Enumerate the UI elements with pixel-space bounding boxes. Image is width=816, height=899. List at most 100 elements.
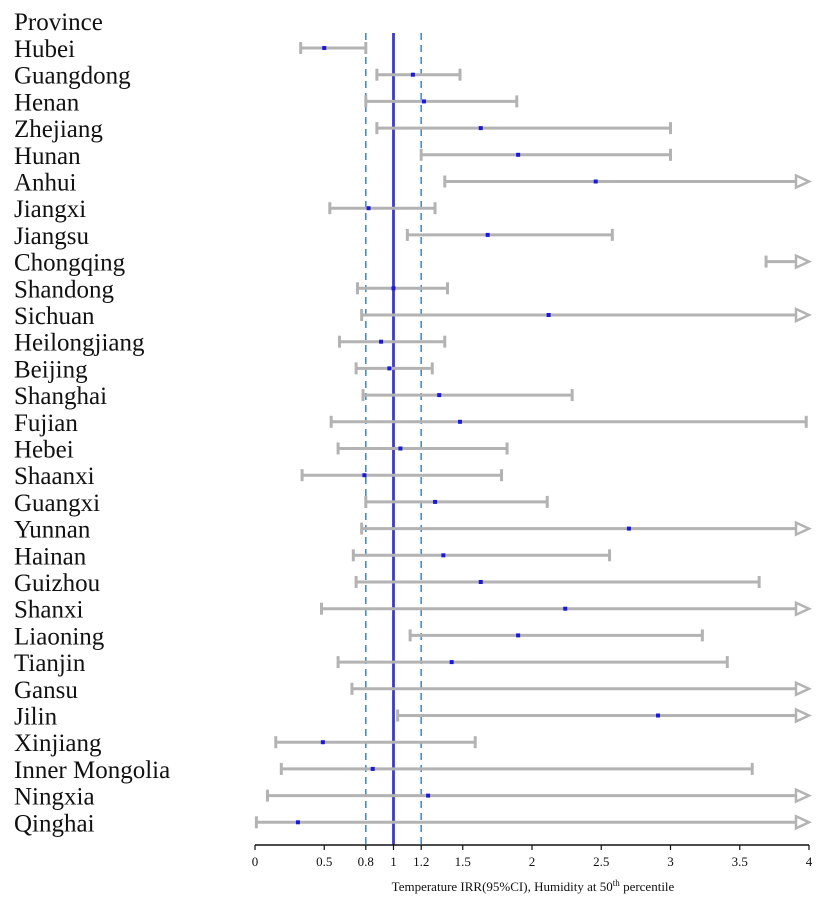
province-label: Hunan [14, 143, 81, 170]
point-estimate [421, 99, 426, 104]
province-label: Liaoning [14, 623, 105, 650]
point-estimate [516, 633, 521, 638]
forest-row: Jilin [14, 704, 812, 731]
forest-row: Liaoning [14, 623, 704, 650]
province-label: Chongqing [14, 250, 126, 277]
ci-arrow-right [794, 600, 812, 617]
point-estimate [656, 713, 661, 718]
forest-row: Inner Mongolia [14, 757, 754, 784]
x-tick-label: 3 [667, 854, 674, 869]
province-label: Shanxi [14, 597, 84, 624]
province-label: Anhui [14, 170, 77, 197]
forest-row: Sichuan [14, 303, 812, 330]
forest-row: Tianjin [14, 650, 729, 677]
x-tick-label: 0.5 [316, 854, 332, 869]
province-label: Shanghai [14, 383, 107, 410]
forest-row: Yunnan [14, 517, 812, 544]
province-label: Jilin [14, 704, 58, 731]
province-label: Hubei [14, 36, 75, 63]
province-label: Tianjin [14, 650, 86, 677]
x-tick-label: 1.2 [413, 854, 429, 869]
point-estimate [478, 126, 483, 131]
forest-row: Guangxi [14, 490, 549, 517]
point-estimate [433, 499, 438, 504]
point-estimate [410, 72, 415, 77]
point-estimate [379, 339, 384, 344]
x-axis-title-superscript: th [613, 878, 621, 888]
point-estimate [370, 766, 375, 771]
x-tick-label: 2.5 [593, 854, 609, 869]
point-estimate [437, 393, 442, 398]
x-tick-label: 4 [806, 854, 813, 869]
x-axis: 0 0.5 0.8 1 1.2 1.5 2 2.5 3 3.5 4 [252, 844, 813, 869]
forest-row: Hunan [14, 143, 672, 170]
forest-row: Anhui [14, 170, 812, 197]
x-tick-label: 1 [390, 854, 397, 869]
forest-row: Chongqing [14, 250, 812, 277]
forest-row: Shandong [14, 276, 450, 303]
point-estimate [449, 660, 454, 665]
province-label: Henan [14, 89, 80, 116]
point-estimate [387, 366, 392, 371]
x-tick-label: 3.5 [732, 854, 748, 869]
x-axis-title: Temperature IRR(95%CI), Humidity at 50th… [392, 878, 675, 894]
x-axis-title-tail: percentile [620, 879, 675, 894]
province-label: Qinghai [14, 810, 95, 837]
forest-row: Shaanxi [14, 463, 504, 490]
point-estimate [366, 206, 371, 211]
point-estimate [563, 606, 568, 611]
forest-row: Hainan [14, 543, 612, 570]
province-label: Hainan [14, 543, 87, 570]
x-tick-label: 2 [529, 854, 536, 869]
point-estimate [593, 179, 598, 184]
ci-arrow-right [794, 253, 812, 270]
x-tick-label: 0.8 [358, 854, 374, 869]
province-label: Heilongjiang [14, 330, 145, 357]
forest-row: Xinjiang [14, 730, 477, 757]
forest-row: Fujian [14, 410, 808, 437]
ci-arrow-right [794, 787, 812, 804]
province-label: Jiangsu [14, 223, 90, 250]
point-estimate [546, 313, 551, 317]
province-label: Fujian [14, 410, 78, 437]
province-label: Guangxi [14, 490, 100, 517]
province-label: Shandong [14, 276, 115, 303]
forest-row: Shanghai [14, 383, 574, 410]
point-estimate [320, 740, 325, 745]
x-axis-title-main: Temperature IRR(95%CI), Humidity at 50 [392, 879, 613, 894]
province-label: Jiangxi [14, 196, 86, 223]
province-label: Guizhou [14, 570, 101, 597]
province-label: Inner Mongolia [14, 757, 170, 784]
x-tick-label: 1.5 [455, 854, 471, 869]
province-label: Guangdong [14, 63, 131, 90]
point-estimate [485, 232, 490, 237]
province-label: Xinjiang [14, 730, 102, 757]
province-label: Beijing [14, 356, 88, 383]
province-label: Ningxia [14, 784, 95, 811]
forest-row: Gansu [14, 677, 812, 704]
reference-lines [364, 33, 423, 845]
point-estimate [516, 152, 521, 157]
forest-row: Shanxi [14, 597, 812, 624]
point-estimate [426, 793, 431, 798]
ci-arrow-right [794, 707, 812, 724]
point-estimate [398, 446, 403, 451]
forest-row: Jiangxi [14, 196, 437, 223]
point-estimate [295, 820, 300, 825]
province-label: Hebei [14, 437, 74, 464]
point-estimate [626, 526, 631, 531]
point-estimate [457, 419, 462, 424]
province-label: Sichuan [14, 303, 95, 330]
x-tick-label: 0 [252, 854, 259, 869]
ci-arrow-right [794, 814, 812, 831]
forest-row: Zhejiang [14, 116, 672, 143]
province-label: Zhejiang [14, 116, 103, 143]
forest-row: Guizhou [14, 570, 761, 597]
header-province: Province [14, 9, 103, 36]
forest-row: Heilongjiang [14, 330, 447, 357]
point-estimate [391, 286, 396, 291]
forest-row: Beijing [14, 356, 434, 383]
forest-row: Jiangsu [14, 223, 614, 250]
province-label: Gansu [14, 677, 78, 704]
point-estimate [478, 580, 483, 584]
